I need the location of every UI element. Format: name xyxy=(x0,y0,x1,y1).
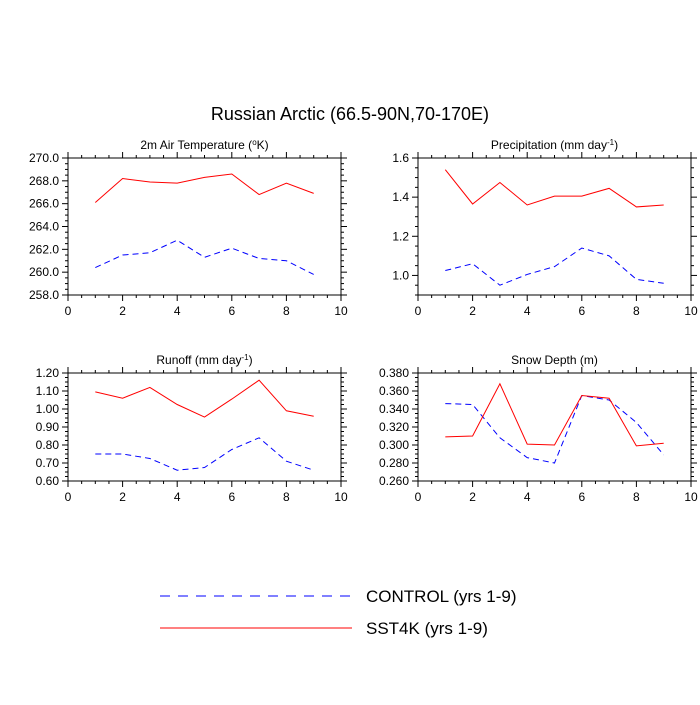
chart-panel-2: Precipitation (mm day-1) 0 2 4 6 8 10 1.0 1.2 1.4… xyxy=(392,138,698,319)
y-tick-label: 268.0 xyxy=(29,174,59,188)
y-tick-label: 1.10 xyxy=(36,384,60,398)
control-series-line xyxy=(445,394,665,464)
control-series-line xyxy=(95,437,314,471)
y-tick-label: 0.70 xyxy=(36,456,60,470)
x-tick-label: 8 xyxy=(633,304,640,318)
x-tick-label: 10 xyxy=(684,490,698,504)
y-tick-label: 0.300 xyxy=(379,438,409,452)
panel-title-superscript: o xyxy=(252,138,257,147)
y-tick-label: 1.00 xyxy=(36,402,60,416)
y-tick-label: 0.280 xyxy=(379,456,409,470)
control-series-line xyxy=(445,247,664,286)
y-tick-label: 1.6 xyxy=(392,151,409,165)
legend-label-sst4k: SST4K (yrs 1-9) xyxy=(366,619,488,638)
y-tick-label: 0.380 xyxy=(379,366,409,380)
x-tick-label: 6 xyxy=(228,490,235,504)
y-tick-label: 0.360 xyxy=(379,384,409,398)
x-tick-label: 4 xyxy=(174,490,181,504)
x-tick-label: 6 xyxy=(578,490,585,504)
x-tick-label: 6 xyxy=(578,304,585,318)
x-tick-label: 0 xyxy=(415,490,422,504)
legend: CONTROL (yrs 1-9) SST4K (yrs 1-9) xyxy=(160,587,517,638)
x-tick-label: 0 xyxy=(65,490,72,504)
panel-title-superscript: -1 xyxy=(607,138,615,147)
legend-label-control: CONTROL (yrs 1-9) xyxy=(366,587,517,606)
x-tick-label: 4 xyxy=(524,490,531,504)
x-tick-label: 8 xyxy=(283,490,290,504)
x-tick-label: 8 xyxy=(283,304,290,318)
panel-title-text: Runoff (mm day xyxy=(156,353,241,367)
y-tick-label: 1.0 xyxy=(392,268,409,282)
x-tick-label: 4 xyxy=(524,304,531,318)
y-tick-label: 0.60 xyxy=(36,474,60,488)
x-tick-label: 8 xyxy=(633,490,640,504)
panel-title: Snow Depth (m) xyxy=(511,353,598,367)
y-tick-label: 1.20 xyxy=(36,366,60,380)
chart-panel-4: Snow Depth (m) 0 2 4 6 8 10 0.260 0.280 0.300 0.32… xyxy=(379,353,698,504)
panel-title-tail: ) xyxy=(249,353,253,367)
y-tick-label: 1.4 xyxy=(392,190,409,204)
y-tick-label: 262.0 xyxy=(29,242,59,256)
chart-panel-1: 2m Air Temperature (oK) 0 2 4 6 8 10 258.0 260.0… xyxy=(29,138,348,319)
panel-title: Runoff (mm day-1) xyxy=(156,353,252,368)
control-series-line xyxy=(95,239,314,275)
chart-panel-3: Runoff (mm day-1) 0 2 4 6 8 10 0.60 0.70 0.80 0.90… xyxy=(36,353,348,505)
y-tick-label: 0.80 xyxy=(36,438,60,452)
panel-title-text: Snow Depth (m) xyxy=(511,353,598,367)
sst4k-series-line xyxy=(445,382,664,447)
y-tick-label: 0.320 xyxy=(379,420,409,434)
panel-title: Precipitation (mm day-1) xyxy=(491,138,618,153)
panel-title-superscript: -1 xyxy=(242,353,250,362)
x-tick-label: 10 xyxy=(334,304,348,318)
x-tick-label: 4 xyxy=(174,304,181,318)
panel-title-tail: K) xyxy=(257,138,269,152)
x-tick-label: 10 xyxy=(684,304,698,318)
panel-title-tail: ) xyxy=(614,138,618,152)
y-tick-label: 258.0 xyxy=(29,288,59,302)
sst4k-series-line xyxy=(94,173,314,203)
x-tick-label: 2 xyxy=(119,304,126,318)
y-tick-label: 266.0 xyxy=(29,197,59,211)
y-tick-label: 0.340 xyxy=(379,402,409,416)
sst4k-series-line xyxy=(95,379,314,418)
chart-panels: 2m Air Temperature (oK) 0 2 4 6 8 10 258.0 260.0… xyxy=(29,138,698,505)
x-tick-label: 2 xyxy=(469,490,476,504)
y-tick-label: 270.0 xyxy=(29,151,59,165)
x-tick-label: 0 xyxy=(65,304,72,318)
sst4k-series-line xyxy=(444,169,664,208)
panel-title: 2m Air Temperature (oK) xyxy=(140,138,268,153)
x-tick-label: 0 xyxy=(415,304,422,318)
main-title: Russian Arctic (66.5-90N,70-170E) xyxy=(211,104,489,124)
y-tick-label: 1.2 xyxy=(392,229,409,243)
panel-title-text: 2m Air Temperature ( xyxy=(140,138,252,152)
y-tick-label: 0.260 xyxy=(379,474,409,488)
y-tick-label: 0.90 xyxy=(36,420,60,434)
x-tick-label: 2 xyxy=(119,490,126,504)
panel-title-text: Precipitation (mm day xyxy=(491,138,607,152)
x-tick-label: 2 xyxy=(469,304,476,318)
y-tick-label: 264.0 xyxy=(29,220,59,234)
x-tick-label: 10 xyxy=(334,490,348,504)
y-tick-label: 260.0 xyxy=(29,265,59,279)
x-tick-label: 6 xyxy=(228,304,235,318)
